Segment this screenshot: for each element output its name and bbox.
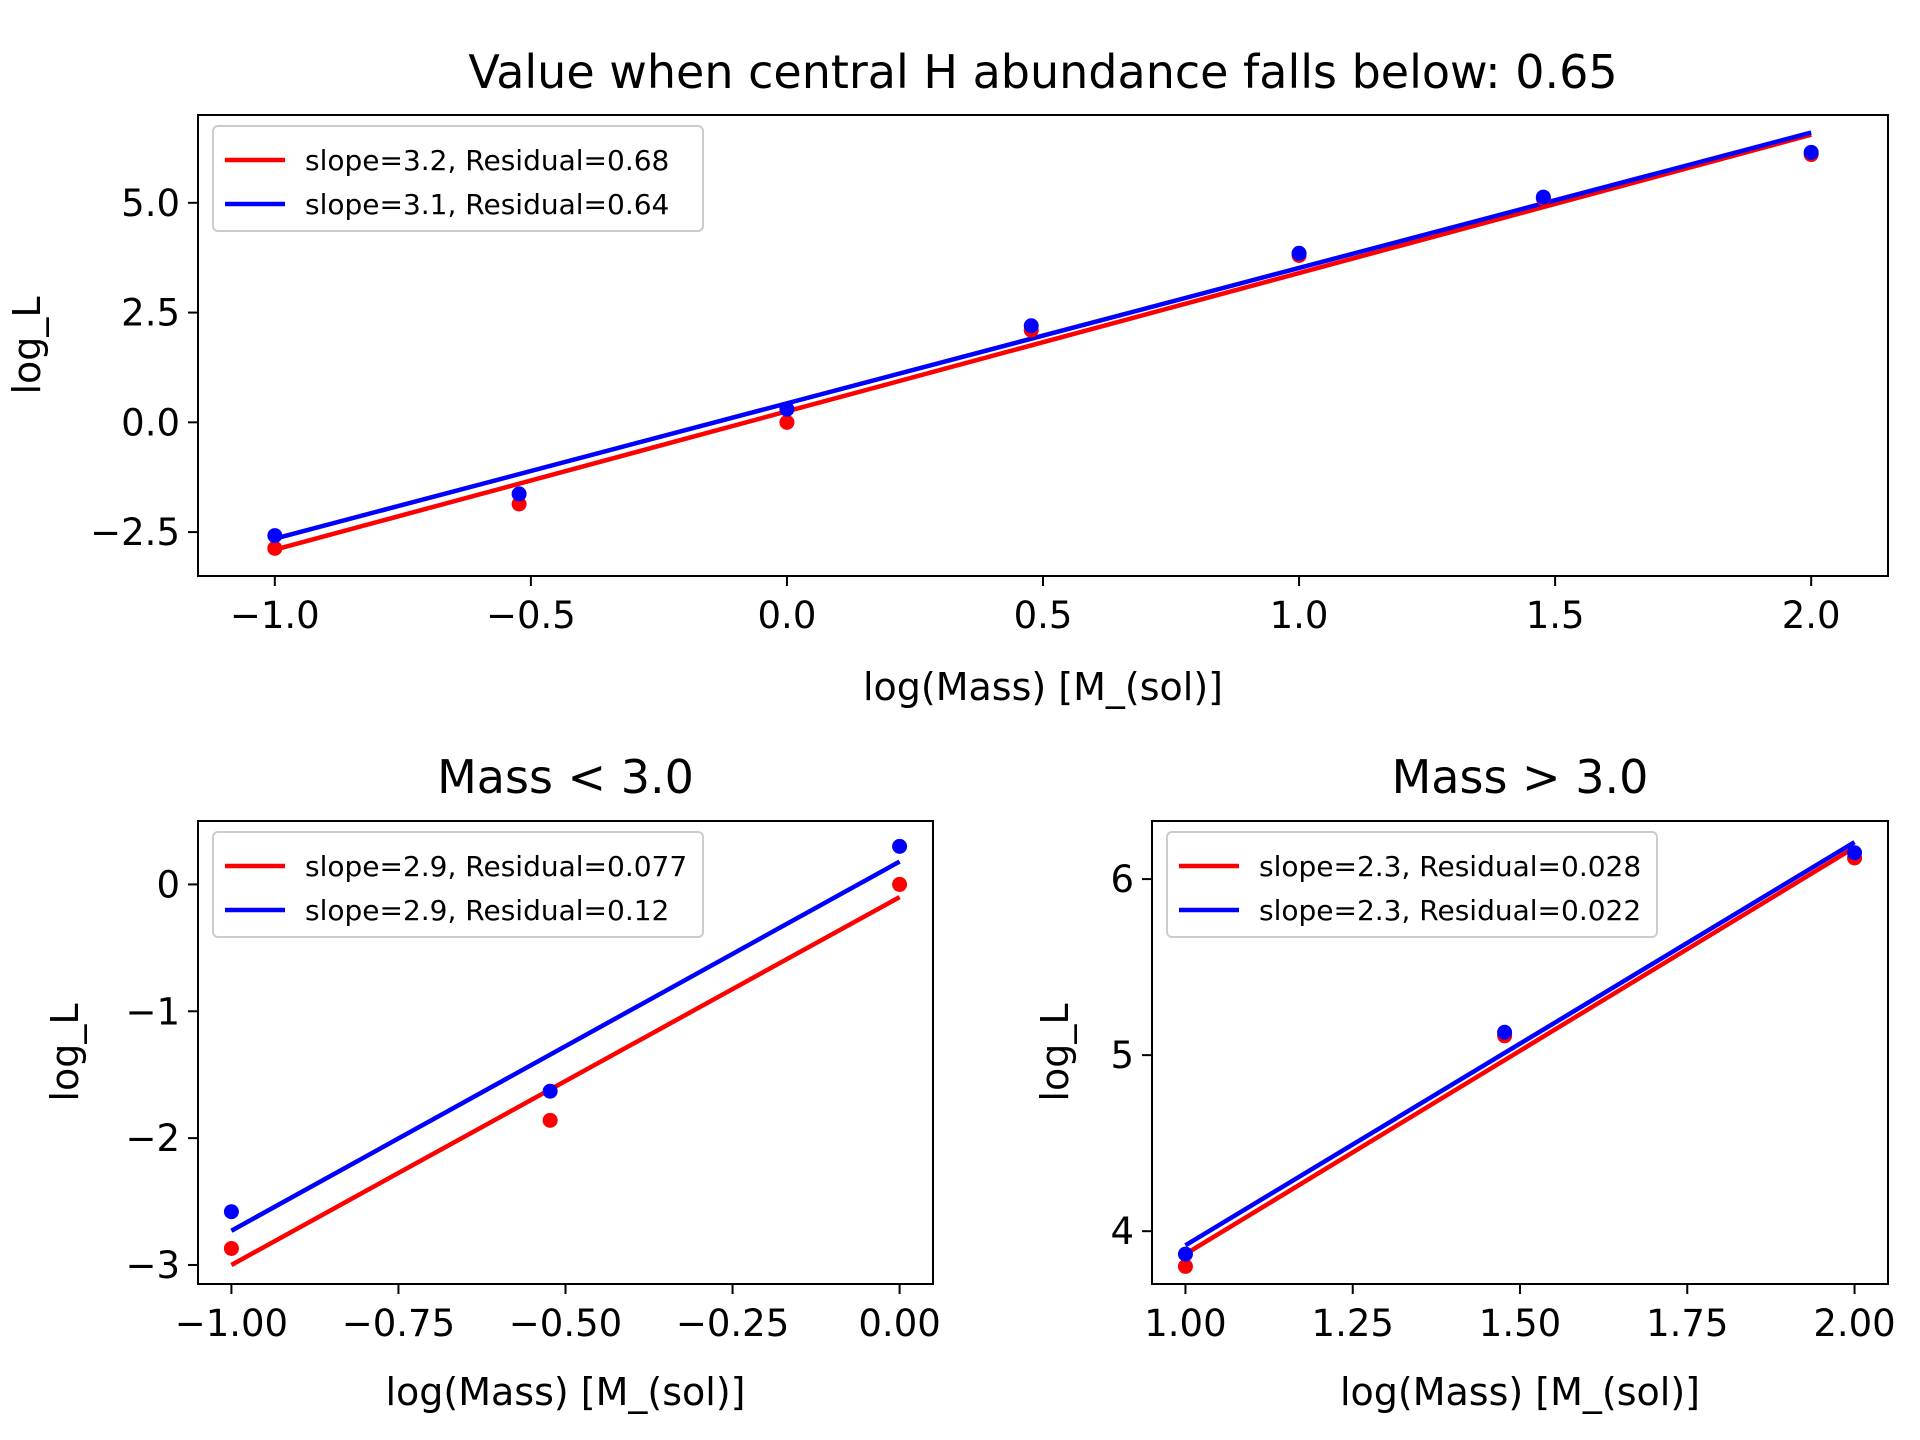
chart-2-fit-line-red xyxy=(1184,845,1856,1256)
chart-2: Mass > 3.0 1.00 1.25 1.50 1.75 2.00 4 5 6 log(Mas… xyxy=(1033,750,1896,1414)
chart-2-xtick-label: 1.75 xyxy=(1646,1302,1728,1345)
chart-0-title: Value when central H abundance falls bel… xyxy=(468,45,1617,99)
chart-0-fit-line-blue xyxy=(274,130,1812,541)
chart-0-xtick-label: −1.0 xyxy=(230,594,320,637)
chart-2-legend xyxy=(1166,831,1658,938)
chart-0: Value when central H abundance falls bel… xyxy=(5,45,1889,709)
chart-1-fit-line-red xyxy=(230,895,901,1267)
chart-0-point-blue xyxy=(1535,189,1551,205)
chart-1-title: Mass < 3.0 xyxy=(437,750,694,804)
chart-1-legend xyxy=(212,831,704,938)
chart-2-ytick-label: 5 xyxy=(1110,1034,1134,1077)
chart-1-xtick-label: −0.75 xyxy=(342,1302,455,1345)
chart-1-ytick-label: −3 xyxy=(125,1244,180,1287)
chart-1-point-blue xyxy=(892,838,908,854)
chart-1-frame xyxy=(197,820,934,1285)
chart-1-xtick-label: −0.25 xyxy=(676,1302,789,1345)
chart-0-xtick-label: 1.0 xyxy=(1270,594,1329,637)
chart-2-xtick-label: 1.00 xyxy=(1144,1302,1226,1345)
chart-0-xtick-label: 2.0 xyxy=(1782,594,1841,637)
chart-1-point-red xyxy=(542,1112,558,1128)
chart-1-ytick-label: −2 xyxy=(125,1117,180,1160)
chart-0-xtick-label: −0.5 xyxy=(486,594,576,637)
chart-2-ytick-label: 6 xyxy=(1110,858,1134,901)
chart-2-xlabel: log(Mass) [M_(sol)] xyxy=(1340,1370,1700,1414)
chart-1-point-blue xyxy=(542,1083,558,1099)
chart-1-legend-label: slope=2.9, Residual=0.077 xyxy=(305,850,687,883)
chart-0-point-blue xyxy=(779,401,795,417)
chart-0-fit-line-red xyxy=(274,132,1812,552)
chart-0-ytick-label: −2.5 xyxy=(90,511,180,554)
chart-1-point-red xyxy=(223,1240,239,1256)
chart-1-ytick-label: −1 xyxy=(125,990,180,1033)
chart-2-ylabel: log_L xyxy=(1033,1003,1077,1101)
chart-2-legend-label: slope=2.3, Residual=0.028 xyxy=(1259,850,1641,883)
chart-2-point-red xyxy=(1177,1258,1193,1274)
chart-0-legend-label: slope=3.1, Residual=0.64 xyxy=(305,188,669,221)
chart-0-point-blue xyxy=(511,486,527,502)
chart-1-legend-label: slope=2.9, Residual=0.12 xyxy=(305,894,669,927)
chart-0-ytick-label: 5.0 xyxy=(121,182,180,225)
chart-1-xtick-label: −1.00 xyxy=(175,1302,288,1345)
chart-0-point-red xyxy=(267,540,283,556)
chart-1-xtick-label: 0.00 xyxy=(858,1302,940,1345)
chart-2-xtick-label: 1.50 xyxy=(1479,1302,1561,1345)
chart-1-point-blue xyxy=(223,1204,239,1220)
chart-1-xtick-label: −0.50 xyxy=(509,1302,622,1345)
chart-0-xtick-label: 1.5 xyxy=(1526,594,1585,637)
chart-2-fit-line-blue xyxy=(1184,840,1856,1248)
chart-2-point-blue xyxy=(1847,845,1863,861)
chart-1-fit-line-blue xyxy=(230,859,901,1233)
chart-0-point-blue xyxy=(1803,144,1819,160)
chart-0-point-blue xyxy=(1291,245,1307,261)
chart-0-legend-label: slope=3.2, Residual=0.68 xyxy=(305,144,669,177)
chart-2-ytick-label: 4 xyxy=(1110,1210,1134,1253)
chart-2-title: Mass > 3.0 xyxy=(1392,750,1649,804)
chart-0-legend xyxy=(212,125,704,232)
chart-0-point-blue xyxy=(1023,318,1039,334)
chart-0-frame xyxy=(197,114,1889,577)
chart-0-ytick-label: 2.5 xyxy=(121,292,180,335)
chart-1-point-red xyxy=(892,876,908,892)
chart-0-xtick-label: 0.0 xyxy=(758,594,817,637)
chart-1: Mass < 3.0 −1.00 −0.75 −0.50 −0.25 0.00 −3 −2 −1… xyxy=(43,750,941,1414)
chart-2-frame xyxy=(1151,820,1889,1285)
chart-1-ytick-label: 0 xyxy=(156,863,180,906)
chart-0-point-red xyxy=(779,414,795,430)
chart-0-ytick-label: 0.0 xyxy=(121,401,180,444)
chart-0-xtick-label: 0.5 xyxy=(1014,594,1073,637)
chart-0-ylabel: log_L xyxy=(5,296,49,394)
chart-0-point-blue xyxy=(267,528,283,544)
chart-2-legend-label: slope=2.3, Residual=0.022 xyxy=(1259,894,1641,927)
chart-2-xtick-label: 2.00 xyxy=(1813,1302,1895,1345)
chart-0-xlabel: log(Mass) [M_(sol)] xyxy=(863,665,1223,709)
chart-2-point-blue xyxy=(1177,1246,1193,1262)
chart-1-ylabel: log_L xyxy=(43,1003,87,1101)
chart-2-point-blue xyxy=(1497,1024,1513,1040)
chart-2-xtick-label: 1.25 xyxy=(1312,1302,1394,1345)
chart-1-xlabel: log(Mass) [M_(sol)] xyxy=(385,1370,745,1414)
